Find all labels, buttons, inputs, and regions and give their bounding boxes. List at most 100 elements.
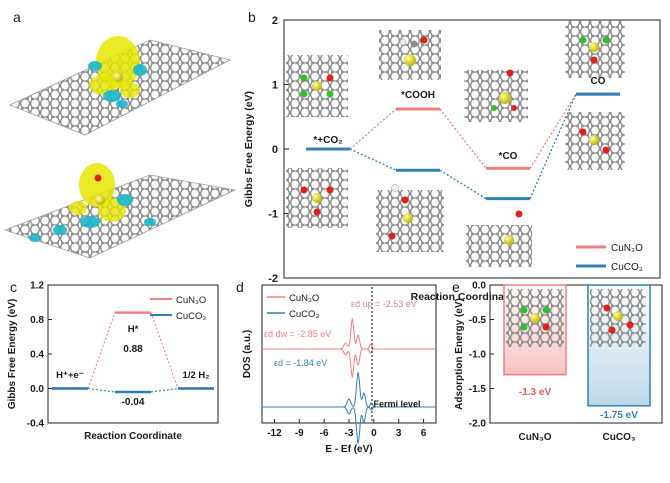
charge-accumulation-lobe [79,163,115,207]
charge-accumulation-lobe [96,36,140,88]
dos-cun3o-spin-down [262,348,436,379]
step-label: *CO [499,151,518,162]
connector-cuco3 [529,93,577,199]
connector-cun3o [349,108,397,150]
connector-cuco3 [150,387,179,393]
legend-label: CuCO₃ [611,262,643,273]
panel-c-letter: c [10,279,17,295]
connector-cuco3 [349,148,397,171]
y-tick-label-c: 0.0 [30,384,44,395]
structure-cuco3-co [466,225,532,267]
x-tick-label-d: -9 [295,428,304,439]
legend-label: CuN₃O [176,295,206,306]
x-tick-label-d: 6 [421,428,427,439]
x-tick-label-d: 3 [396,428,402,439]
charge-depletion-lobe [88,61,102,71]
cu-atom [613,311,623,321]
oxygen-atom [94,174,102,182]
y-tick-label-b: -1 [268,209,278,221]
charge-density-bottom [3,163,237,259]
y-tick-label-e: -0.5 [469,315,487,326]
connector-cun3o [87,312,116,389]
y-tick-label-c: 1.2 [30,281,44,292]
annotation-ed-dw: εd dw = -2.85 eV [264,329,331,339]
panel-a-letter: a [13,9,21,25]
data-label: 0.88 [123,344,143,355]
connector-cun3o [529,93,577,169]
step-label: *+CO₂ [313,135,342,146]
charge-accumulation-lobe [98,198,126,222]
step-label: *COOH [401,90,435,101]
y-axis-label-c: Gibbs Free Energy (eV) [7,299,18,410]
y-tick-label-b: 2 [272,15,278,27]
category-label: CuCO₃ [603,432,636,443]
y-tick-label-b: 0 [272,144,278,156]
structure-images-b [286,20,625,267]
charge-accumulation-lobe [69,201,87,215]
panel-e: e 0.0 -0.5 -1.0 -1.5 -2.0 Adsorption Energy … [452,279,663,443]
y-tick-label-c: 0.4 [30,350,44,361]
cu-atom [504,235,514,245]
bar-value-label: -1.75 eV [600,410,638,421]
step-label: H* [128,324,139,335]
x-axis-label-d: E - Ef (eV) [325,444,372,455]
structure-cun3o-co [464,70,528,122]
panel-e-letter: e [452,279,460,295]
legend-d: CuN₃O CuCO₃ [267,293,319,320]
dos-cuco3-spin-down [262,406,436,445]
charge-depletion-lobe [144,218,156,226]
y-tick-label-e: 0.0 [472,281,486,292]
y-tick-label-e: -2.0 [469,419,487,430]
y-tick-label-b: -2 [268,273,278,285]
category-label: CuN₃O [519,432,552,443]
fermi-level-label: Fermi level [373,399,420,409]
legend-label: CuCO₃ [289,309,319,320]
cu-atom [589,135,599,145]
charge-depletion-lobe [133,64,147,76]
y-axis-label-d: DOS (a.u.) [242,330,253,378]
y-tick-label-c: -0.4 [27,419,45,430]
charge-depletion-lobe [80,216,100,228]
cu-atom [403,213,413,223]
x-tick-label-d: -6 [320,428,329,439]
panel-b: b 210-1-2 Gibbs Free Energy (eV) Reactio… [243,9,661,303]
y-axis-label-e: Adsorption Energy (eV) [454,298,465,410]
legend-b: CuN₃O CuCO₃ [576,243,643,273]
y-axis-label-b: Gibbs Free Energy (eV) [243,91,255,207]
connector-cun3o [150,312,179,389]
connector-cuco3 [439,169,487,200]
connector-cun3o [439,108,487,169]
cu-atom [312,81,322,91]
legend-label: CuCO₃ [176,311,206,322]
charge-depletion-lobe [117,194,133,206]
cu-atom [312,193,322,203]
data-label: -0.04 [122,397,145,408]
panel-a: a [3,9,237,259]
legend-label: CuN₃O [611,243,643,254]
step-label: H⁺+e⁻ [56,370,84,381]
bar-value-label: -1.3 eV [519,387,552,398]
legend-c: CuN₃O CuCO₃ [150,295,206,322]
x-axis-label-c: Reaction Coordinate [84,431,182,442]
connector-cuco3 [87,387,116,393]
cu-atom [530,313,540,323]
step-label: 1/2 H₂ [183,370,210,381]
y-tick-label-b: 1 [272,80,278,92]
step-label: CO [591,76,606,87]
charge-depletion-lobe [103,90,121,102]
cu-atom [113,72,123,82]
x-tick-label-d: -12 [267,428,282,439]
cu-atom [589,42,599,52]
charge-accumulation-lobe [120,82,140,98]
legend-label: CuN₃O [289,293,319,304]
panel-d: d -12 -9 -6 -3 0 3 6 DOS (a.u.) E - Ef (eV) Fe… [236,279,437,455]
panel-b-letter: b [248,9,256,25]
charge-accumulation-lobe [89,75,117,95]
annotation-ed-cuco3: εd = -1.84 eV [274,358,327,368]
cu-atom [499,92,511,104]
charge-depletion-lobe [29,234,41,242]
cu-atom [404,54,416,66]
y-tick-label-e: -1.0 [469,350,487,361]
cu-atom [95,195,105,205]
